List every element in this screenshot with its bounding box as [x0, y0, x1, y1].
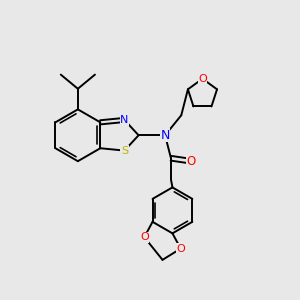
Text: O: O: [198, 74, 207, 84]
Text: O: O: [140, 232, 149, 242]
Text: O: O: [176, 244, 185, 254]
Text: N: N: [160, 129, 170, 142]
Text: O: O: [186, 155, 196, 168]
Text: N: N: [120, 115, 129, 125]
Text: S: S: [121, 146, 128, 156]
